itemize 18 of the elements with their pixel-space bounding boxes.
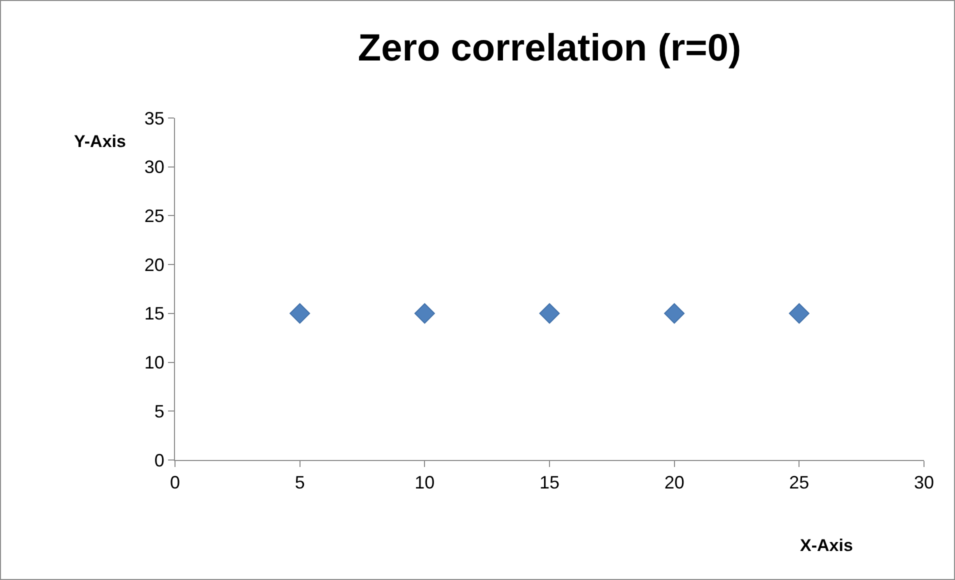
x-tick-label: 25 <box>789 472 810 493</box>
x-tick-label: 0 <box>170 472 180 493</box>
x-tick-label: 5 <box>294 472 305 493</box>
y-tick-label: 35 <box>144 108 164 128</box>
x-tick-label: 15 <box>539 472 560 493</box>
y-axis-title: Y-Axis <box>74 132 126 151</box>
y-tick-label: 0 <box>154 450 164 470</box>
y-tick-label: 15 <box>144 304 164 324</box>
y-tick-label: 30 <box>144 157 164 178</box>
y-tick-label: 25 <box>144 206 164 226</box>
y-tick-label: 20 <box>144 254 164 275</box>
y-tick-label: 10 <box>144 352 164 373</box>
x-tick-label: 20 <box>664 472 684 493</box>
x-tick-label: 10 <box>414 472 435 493</box>
chart-title: Zero correlation (r=0) <box>358 28 742 70</box>
y-tick-label: 5 <box>154 401 164 422</box>
x-tick-label: 30 <box>914 472 934 493</box>
x-axis-title: X-Axis <box>800 536 853 555</box>
